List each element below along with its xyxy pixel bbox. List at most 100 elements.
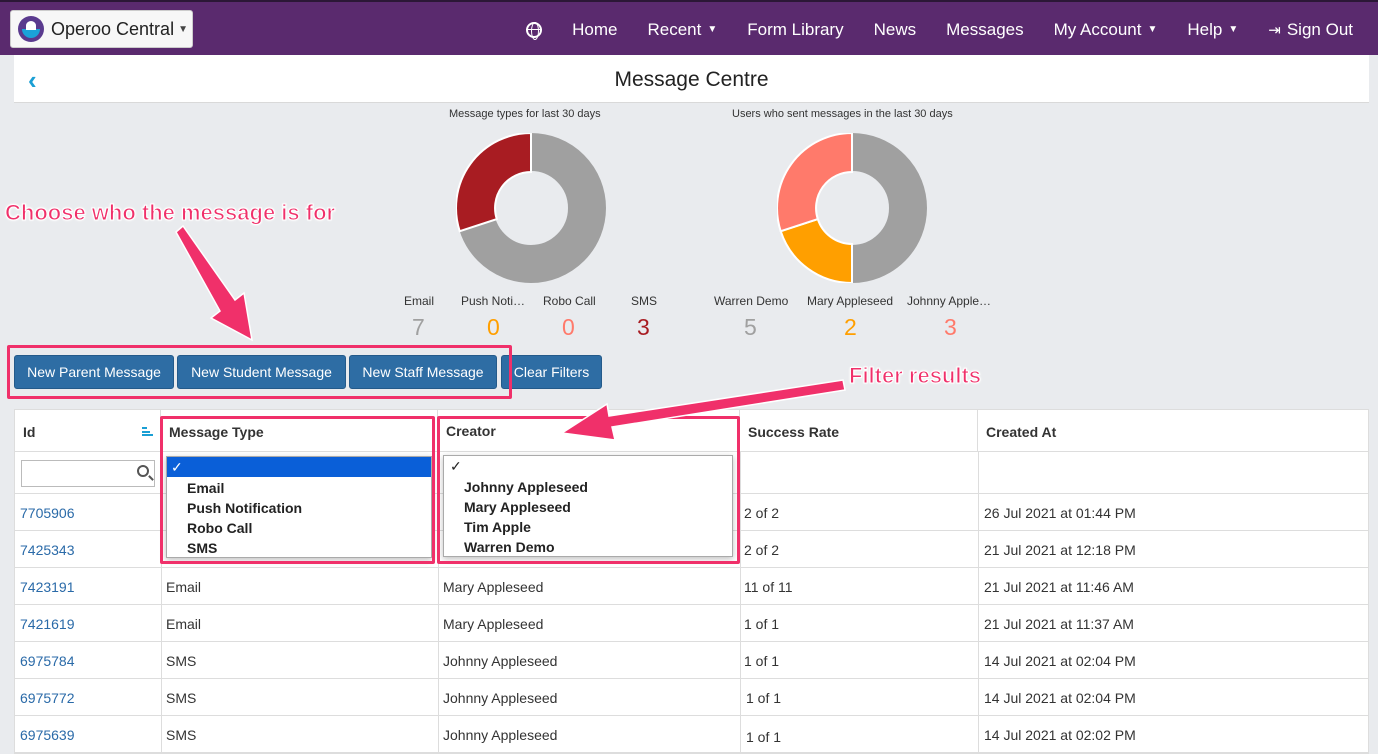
nav-recent[interactable]: Recent ▼ — [647, 20, 717, 40]
column-divider — [740, 679, 741, 715]
annotation-box-message-type — [160, 416, 435, 564]
column-divider — [161, 642, 162, 678]
row-success: 1 of 1 — [746, 729, 782, 745]
nav-news-label: News — [873, 19, 917, 39]
row-creator: Johnny Appleseed — [443, 727, 558, 743]
table-row[interactable]: 7423191 Email Mary Appleseed 11 of 11 21… — [15, 568, 1368, 605]
globe-icon[interactable] — [526, 21, 543, 40]
chart-title-message-types: Message types for last 30 days — [449, 108, 601, 120]
column-divider — [740, 716, 741, 752]
column-divider — [740, 494, 741, 530]
creator-option-warren[interactable]: Warren Demo — [464, 539, 555, 555]
table-row[interactable]: 7421619 Email Mary Appleseed 1 of 1 21 J… — [15, 605, 1368, 642]
legend-label-email: Email — [404, 294, 435, 308]
table-row[interactable]: 6975784 SMS Johnny Appleseed 1 of 1 14 J… — [15, 642, 1368, 679]
column-divider — [740, 642, 741, 678]
row-id-link[interactable]: 6975772 — [20, 690, 75, 706]
column-divider — [438, 716, 439, 752]
row-id-link[interactable]: 6975784 — [20, 653, 75, 669]
nav-home-label: Home — [572, 19, 618, 39]
nav-messages[interactable]: Messages — [946, 20, 1023, 40]
column-divider — [978, 452, 979, 493]
arrow-to-buttons — [175, 224, 253, 342]
clear-filters-button[interactable]: Clear Filters — [501, 355, 602, 389]
row-created: 26 Jul 2021 at 01:44 PM — [984, 505, 1136, 521]
donut-slice-johnny — [777, 133, 853, 233]
nav-sign-out[interactable]: ⇥ Sign Out — [1268, 20, 1353, 40]
row-created: 21 Jul 2021 at 11:37 AM — [984, 616, 1134, 632]
type-option-push[interactable]: Push Notification — [187, 500, 303, 516]
column-divider — [978, 605, 979, 641]
legend-label-robo: Robo Call — [543, 294, 596, 308]
sort-icon[interactable] — [142, 427, 153, 436]
row-success: 11 of 11 — [744, 579, 793, 595]
row-id-link[interactable]: 6975639 — [20, 727, 75, 743]
row-type: Email — [166, 579, 202, 595]
users-donut — [777, 133, 927, 283]
column-divider — [740, 605, 741, 641]
column-divider — [161, 605, 162, 641]
column-divider — [438, 568, 439, 604]
brand-dropdown[interactable]: Operoo Central ▼ — [10, 10, 193, 48]
row-id-link[interactable]: 7705906 — [20, 505, 75, 521]
row-success: 1 of 1 — [744, 653, 780, 669]
row-created: 21 Jul 2021 at 12:18 PM — [984, 542, 1136, 558]
new-parent-message-button[interactable]: New Parent Message — [14, 355, 174, 389]
legend-label-sms: SMS — [631, 294, 658, 308]
row-success: 2 of 2 — [744, 505, 780, 521]
brand-name: Operoo Central — [51, 18, 175, 39]
nav-news[interactable]: News — [874, 20, 917, 40]
nav-help[interactable]: Help ▼ — [1187, 20, 1238, 40]
id-search-input[interactable] — [21, 460, 155, 487]
legend-label-push: Push Noti… — [461, 294, 526, 308]
creator-option-all[interactable]: ✓ — [450, 458, 462, 474]
row-type: Email — [166, 616, 202, 632]
legend-label-warren: Warren Demo — [714, 294, 789, 308]
column-header-success-rate[interactable]: Success Rate — [740, 410, 978, 452]
row-created: 14 Jul 2021 at 02:02 PM — [984, 727, 1136, 743]
creator-option-mary[interactable]: Mary Appleseed — [464, 499, 571, 515]
new-staff-message-button[interactable]: New Staff Message — [349, 355, 497, 389]
nav-sign-out-label: Sign Out — [1286, 19, 1353, 39]
sign-out-icon: ⇥ — [1268, 21, 1281, 39]
legend-value-robo: 0 — [562, 314, 575, 340]
row-type: SMS — [166, 653, 197, 669]
creator-option-tim[interactable]: Tim Apple — [464, 519, 531, 535]
column-divider — [161, 716, 162, 752]
caret-down-icon: ▼ — [707, 24, 718, 35]
column-divider — [978, 531, 979, 567]
back-chevron-icon[interactable]: ‹ — [28, 65, 37, 95]
nav-my-account[interactable]: My Account ▼ — [1054, 20, 1158, 40]
type-option-sms[interactable]: SMS — [187, 540, 218, 556]
type-option-robo[interactable]: Robo Call — [187, 520, 253, 536]
creator-filter-select[interactable]: ✓ Johnny Appleseed Mary Appleseed Tim Ap… — [443, 455, 733, 557]
table-row[interactable]: 7425343 2 of 2 21 Jul 2021 at 12:18 PM — [15, 531, 1368, 568]
operoo-logo-icon — [18, 16, 44, 42]
row-creator: Mary Appleseed — [443, 616, 544, 632]
column-divider — [740, 568, 741, 604]
table-row[interactable]: 6975639 SMS Johnny Appleseed 1 of 1 14 J… — [15, 716, 1368, 753]
arrow-to-filters — [559, 379, 846, 441]
row-created: 14 Jul 2021 at 02:04 PM — [984, 653, 1136, 669]
page-title: Message Centre — [614, 68, 769, 91]
row-success: 1 of 1 — [746, 690, 782, 706]
column-divider — [740, 452, 741, 493]
row-type: SMS — [166, 690, 197, 706]
nav-form-library[interactable]: Form Library — [747, 20, 843, 40]
column-header-created-at[interactable]: Created At — [978, 410, 1369, 452]
creator-option-johnny[interactable]: Johnny Appleseed — [464, 479, 588, 495]
row-creator: Johnny Appleseed — [443, 690, 558, 706]
message-type-filter-select[interactable]: ✓ Email Push Notification Robo Call SMS — [166, 456, 432, 558]
new-student-message-button[interactable]: New Student Message — [177, 355, 346, 389]
caret-down-icon: ▼ — [1228, 24, 1239, 35]
legend-value-sms: 3 — [637, 314, 650, 340]
row-id-link[interactable]: 7425343 — [20, 542, 75, 558]
table-row[interactable]: 6975772 SMS Johnny Appleseed 1 of 1 14 J… — [15, 679, 1368, 716]
row-id-link[interactable]: 7423191 — [20, 579, 75, 595]
type-option-all[interactable]: ✓ — [167, 457, 431, 477]
row-success: 1 of 1 — [744, 616, 780, 632]
nav-form-library-label: Form Library — [747, 19, 844, 39]
row-id-link[interactable]: 7421619 — [20, 616, 75, 632]
type-option-email[interactable]: Email — [187, 480, 225, 496]
nav-home[interactable]: Home — [572, 20, 617, 40]
